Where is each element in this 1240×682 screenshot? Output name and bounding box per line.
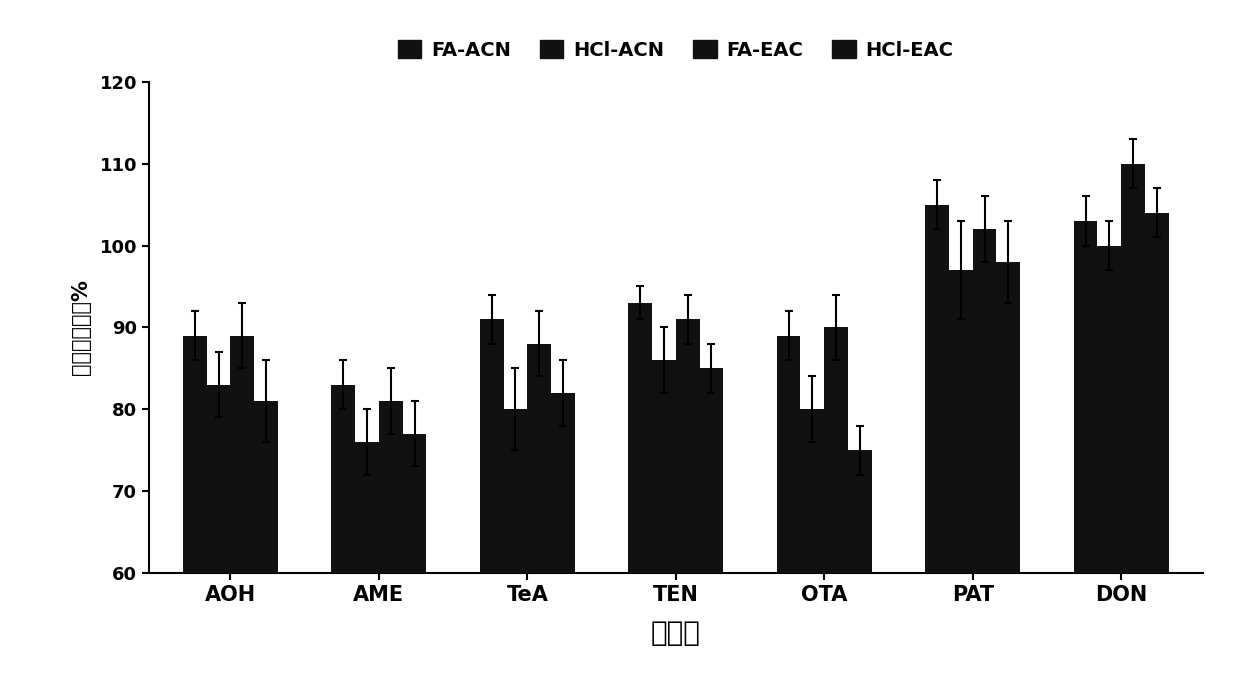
Y-axis label: 提取回收率，%: 提取回收率，% — [71, 280, 92, 375]
Bar — [801, 409, 825, 682]
Bar — [1121, 164, 1145, 682]
Bar — [699, 368, 723, 682]
Bar — [503, 409, 527, 682]
Bar — [848, 450, 872, 682]
Bar — [379, 401, 403, 682]
Bar — [676, 319, 699, 682]
Bar — [480, 319, 503, 682]
Bar — [949, 270, 972, 682]
X-axis label: 化合物: 化合物 — [651, 619, 701, 647]
Bar — [652, 360, 676, 682]
Bar — [1074, 221, 1097, 682]
Bar — [1097, 246, 1121, 682]
Bar — [231, 336, 254, 682]
Bar — [1145, 213, 1168, 682]
Legend: FA-ACN, HCl-ACN, FA-EAC, HCl-EAC: FA-ACN, HCl-ACN, FA-EAC, HCl-EAC — [391, 33, 961, 68]
Bar — [207, 385, 231, 682]
Bar — [331, 385, 355, 682]
Bar — [776, 336, 801, 682]
Bar — [355, 442, 379, 682]
Bar — [997, 262, 1021, 682]
Bar — [254, 401, 278, 682]
Bar — [184, 336, 207, 682]
Bar — [925, 205, 949, 682]
Bar — [972, 229, 997, 682]
Bar — [527, 344, 551, 682]
Bar — [403, 434, 427, 682]
Bar — [551, 393, 575, 682]
Bar — [825, 327, 848, 682]
Bar — [629, 303, 652, 682]
